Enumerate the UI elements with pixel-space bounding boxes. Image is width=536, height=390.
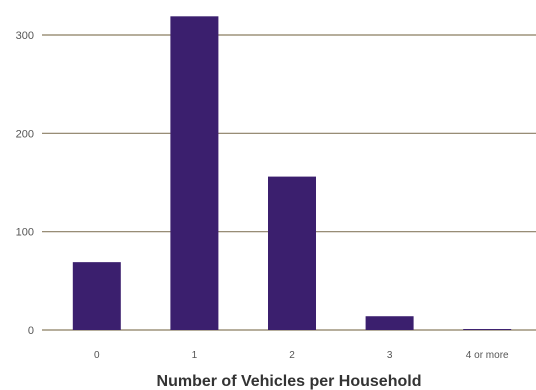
y-tick-label: 100 bbox=[16, 227, 34, 239]
bar-3 bbox=[365, 316, 414, 330]
bars bbox=[72, 16, 512, 331]
x-axis-ticks: 0 1 2 3 4 or more bbox=[94, 350, 509, 361]
x-tick-label: 1 bbox=[192, 350, 198, 361]
x-tick-label: 0 bbox=[94, 350, 100, 361]
bar-2 bbox=[268, 176, 316, 330]
y-tick-label: 0 bbox=[28, 325, 34, 337]
x-tick-label: 3 bbox=[387, 350, 393, 361]
bar-4-or-more bbox=[463, 329, 512, 330]
bar-0 bbox=[72, 262, 121, 330]
y-tick-label: 300 bbox=[16, 30, 34, 42]
x-tick-label: 4 or more bbox=[466, 350, 509, 361]
x-axis-label: Number of Vehicles per Household bbox=[157, 373, 422, 390]
bar-1 bbox=[170, 16, 219, 331]
y-axis-ticks: 0 100 200 300 bbox=[16, 30, 34, 337]
y-tick-label: 200 bbox=[16, 128, 34, 140]
x-tick-label: 2 bbox=[289, 350, 295, 361]
